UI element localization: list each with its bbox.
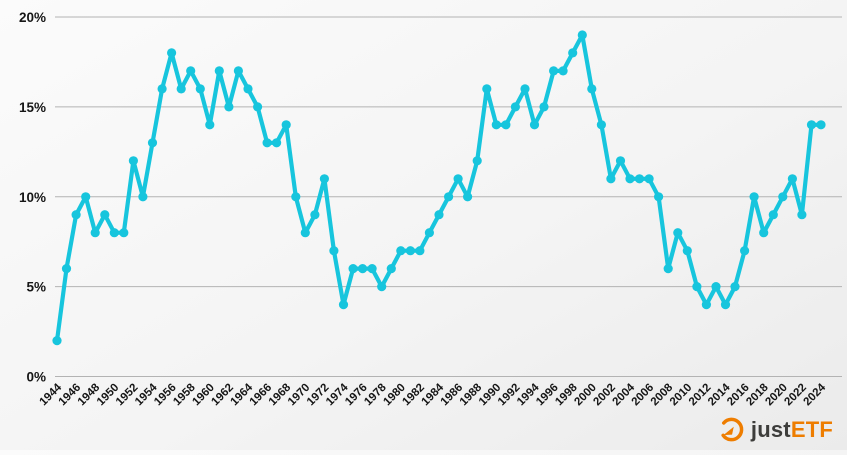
data-point[interactable] <box>291 192 301 202</box>
data-point[interactable] <box>711 282 721 292</box>
data-point[interactable] <box>300 228 310 238</box>
data-point[interactable] <box>558 66 568 76</box>
data-point[interactable] <box>634 174 645 184</box>
data-point[interactable] <box>186 66 196 76</box>
data-point[interactable] <box>806 120 817 130</box>
data-point[interactable] <box>405 246 415 256</box>
data-point[interactable] <box>797 210 807 220</box>
data-point[interactable] <box>52 336 62 346</box>
data-point[interactable] <box>281 120 291 130</box>
data-point[interactable] <box>787 174 798 184</box>
data-point[interactable] <box>386 264 396 274</box>
data-point[interactable] <box>338 300 349 310</box>
data-point[interactable] <box>692 282 702 292</box>
data-point[interactable] <box>205 120 215 130</box>
x-tick-label: 2024 <box>802 381 829 408</box>
data-point[interactable] <box>510 102 520 112</box>
y-tick-label: 15% <box>19 100 46 115</box>
data-point[interactable] <box>520 84 530 94</box>
data-point[interactable] <box>816 120 826 130</box>
data-point[interactable] <box>396 246 406 256</box>
data-point[interactable] <box>128 156 138 166</box>
data-point[interactable] <box>472 156 482 166</box>
data-point[interactable] <box>176 84 186 94</box>
data-point[interactable] <box>310 210 320 220</box>
data-point[interactable] <box>100 210 110 220</box>
y-tick-label: 0% <box>26 370 46 385</box>
data-point[interactable] <box>224 102 234 112</box>
data-point[interactable] <box>730 282 740 292</box>
data-point[interactable] <box>759 228 769 238</box>
data-point[interactable] <box>768 210 778 220</box>
data-point[interactable] <box>577 30 587 40</box>
data-point[interactable] <box>644 174 654 184</box>
series-path <box>54 32 824 343</box>
data-point[interactable] <box>119 228 129 238</box>
data-point[interactable] <box>749 192 759 202</box>
logo-text-etf: ETF <box>790 416 833 442</box>
data-point[interactable] <box>377 282 387 292</box>
y-tick-label: 5% <box>26 280 46 295</box>
data-point[interactable] <box>587 84 597 94</box>
data-point[interactable] <box>243 84 253 94</box>
data-point[interactable] <box>654 192 664 202</box>
data-point[interactable] <box>673 228 683 238</box>
data-point[interactable] <box>568 48 578 58</box>
data-point[interactable] <box>501 120 511 130</box>
data-point[interactable] <box>663 264 673 274</box>
data-point[interactable] <box>319 174 329 184</box>
data-point[interactable] <box>71 210 81 220</box>
data-point[interactable] <box>367 264 377 274</box>
data-point[interactable] <box>434 210 444 220</box>
data-point[interactable] <box>682 246 692 256</box>
data-point[interactable] <box>463 192 473 202</box>
data-point[interactable] <box>262 138 272 148</box>
y-tick-label: 10% <box>19 190 46 205</box>
y-axis-labels: 0% 5% 10% 15% 20% <box>19 10 46 385</box>
data-point[interactable] <box>348 264 358 274</box>
y-tick-label: 20% <box>19 10 46 25</box>
data-point[interactable] <box>549 66 559 76</box>
data-point[interactable] <box>358 264 368 274</box>
data-point[interactable] <box>615 156 626 166</box>
data-point[interactable] <box>329 246 339 256</box>
data-point[interactable] <box>138 192 148 202</box>
justetf-logo[interactable]: justETF <box>718 416 833 443</box>
data-point[interactable] <box>701 300 712 310</box>
data-points <box>52 30 826 346</box>
data-point[interactable] <box>415 246 425 256</box>
data-point[interactable] <box>81 192 91 202</box>
data-point[interactable] <box>720 300 731 310</box>
data-point[interactable] <box>453 174 463 184</box>
data-point[interactable] <box>482 84 492 94</box>
data-point[interactable] <box>233 66 243 76</box>
data-point[interactable] <box>606 174 616 184</box>
data-point[interactable] <box>625 174 635 184</box>
data-point[interactable] <box>491 120 501 130</box>
logo-text-just: just <box>750 416 791 442</box>
data-point[interactable] <box>214 66 224 76</box>
data-point[interactable] <box>539 102 549 112</box>
data-point[interactable] <box>596 120 607 130</box>
data-point[interactable] <box>61 264 72 274</box>
data-point[interactable] <box>778 192 788 202</box>
series-line <box>54 32 824 343</box>
data-point[interactable] <box>195 84 205 94</box>
data-point[interactable] <box>90 228 100 238</box>
data-point[interactable] <box>157 84 167 94</box>
data-point[interactable] <box>109 228 119 238</box>
data-point[interactable] <box>253 102 263 112</box>
data-point[interactable] <box>147 138 158 148</box>
data-point[interactable] <box>167 48 177 58</box>
data-point[interactable] <box>424 228 434 238</box>
x-axis-labels: 1944194619481950195219541956195819601962… <box>38 381 829 408</box>
data-point[interactable] <box>272 138 282 148</box>
data-point[interactable] <box>529 120 540 130</box>
gauge-arrow-icon <box>721 417 744 442</box>
logo-text: justETF <box>750 416 833 442</box>
data-point[interactable] <box>444 192 454 202</box>
data-point[interactable] <box>740 246 750 256</box>
